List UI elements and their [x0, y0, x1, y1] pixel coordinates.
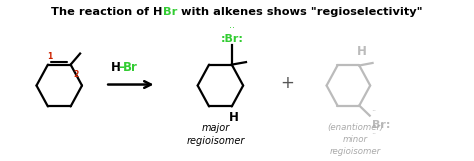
Text: Br: Br [163, 7, 177, 17]
Text: H: H [357, 45, 366, 58]
Text: with alkenes shows "regioselectivity": with alkenes shows "regioselectivity" [177, 7, 423, 17]
Text: +: + [280, 74, 294, 92]
Text: H: H [111, 62, 121, 74]
Text: ··: ·· [372, 130, 377, 139]
Text: 1: 1 [47, 52, 53, 61]
Text: major
regioisomer: major regioisomer [186, 123, 245, 147]
Text: 2: 2 [73, 70, 78, 79]
Text: ··: ·· [372, 107, 377, 116]
Text: H: H [153, 7, 163, 17]
Text: ··: ·· [229, 23, 235, 33]
Text: H: H [229, 111, 239, 124]
Text: :Br:: :Br: [220, 34, 243, 44]
Text: Br: Br [123, 62, 138, 74]
Text: –: – [118, 62, 124, 74]
Text: Br:: Br: [372, 120, 390, 130]
Text: The reaction of: The reaction of [51, 7, 153, 17]
Text: (enantiomer)
minor
regioisomer: (enantiomer) minor regioisomer [328, 123, 383, 156]
